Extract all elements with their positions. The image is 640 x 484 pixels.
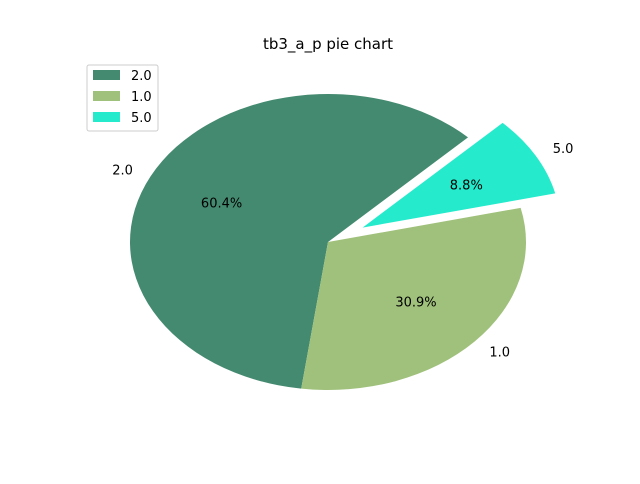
legend-label-2-0: 2.0 <box>131 69 152 84</box>
pct-label-2-0: 60.4% <box>201 197 242 212</box>
pie-slice-1-0 <box>301 207 526 390</box>
pct-label-1-0: 30.9% <box>395 296 436 311</box>
legend-label-5-0: 5.0 <box>131 111 152 126</box>
chart-title: tb3_a_p pie chart <box>263 35 393 54</box>
legend-swatch-2-0 <box>93 70 120 80</box>
pie-slice-2-0 <box>129 93 469 389</box>
category-label-1-0: 1.0 <box>489 345 510 360</box>
category-label-2-0: 2.0 <box>112 164 133 179</box>
legend-swatch-1-0 <box>93 91 120 101</box>
pie-slices <box>129 93 556 390</box>
legend-swatch-5-0 <box>93 112 120 122</box>
pie-labels: 60.4% 2.0 30.9% 1.0 8.8% 5.0 <box>112 142 573 360</box>
pct-label-5-0: 8.8% <box>450 178 483 193</box>
category-label-5-0: 5.0 <box>553 142 574 157</box>
chart-legend: 2.0 1.0 5.0 <box>86 64 159 132</box>
pie-slice-5-0 <box>362 122 556 228</box>
legend-label-1-0: 1.0 <box>131 90 152 105</box>
